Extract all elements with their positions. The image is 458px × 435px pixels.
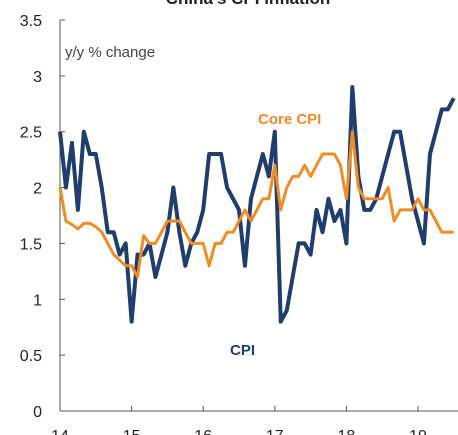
- x-tick-label: 15: [123, 428, 141, 435]
- y-axis-label: y/y % change: [65, 44, 155, 61]
- chart-title: China's CPI inflation: [166, 0, 331, 8]
- x-tick-label: 14: [51, 428, 69, 435]
- x-tick-label: 16: [194, 428, 212, 435]
- y-tick-label: 3: [33, 69, 42, 86]
- line-series: [58, 85, 456, 324]
- y-tick-label: 1.5: [20, 236, 42, 253]
- line-series: [58, 130, 454, 279]
- y-tick-label: 2.5: [20, 125, 42, 142]
- x-tick-label: 17: [266, 428, 284, 435]
- y-tick-label: 1: [33, 292, 42, 309]
- x-tick-label: 19: [409, 428, 427, 435]
- y-tick-label: 0.5: [20, 348, 42, 365]
- y-tick-label: 0: [33, 404, 42, 421]
- y-tick-label: 3.5: [20, 13, 42, 30]
- x-tick-label: 18: [338, 428, 356, 435]
- annotation: CPI: [230, 342, 255, 359]
- y-tick-label: 2: [33, 181, 42, 198]
- annotation: Core CPI: [258, 111, 321, 128]
